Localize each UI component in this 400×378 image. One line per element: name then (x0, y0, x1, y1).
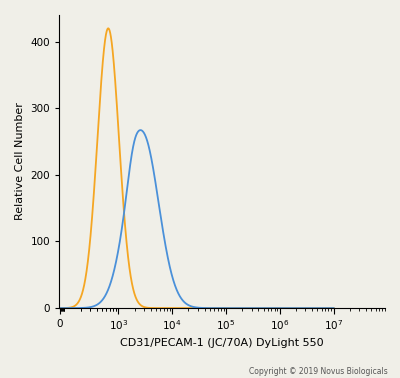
Y-axis label: Relative Cell Number: Relative Cell Number (15, 102, 25, 220)
X-axis label: CD31/PECAM-1 (JC/70A) DyLight 550: CD31/PECAM-1 (JC/70A) DyLight 550 (120, 338, 324, 348)
Text: Copyright © 2019 Novus Biologicals: Copyright © 2019 Novus Biologicals (249, 367, 388, 376)
